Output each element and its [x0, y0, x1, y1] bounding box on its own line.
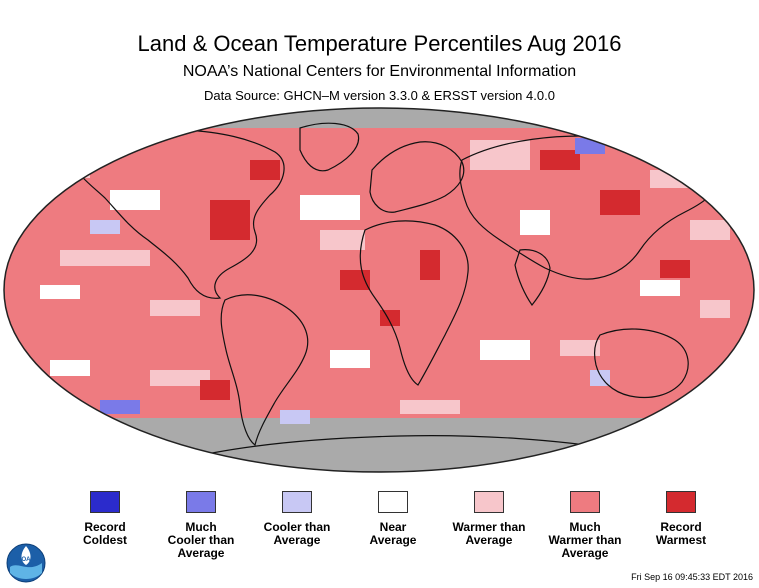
world-map-svg: [3, 107, 755, 473]
percentile-cell: [480, 340, 530, 360]
legend-item-much-cooler: Much Cooler than Average: [156, 488, 246, 560]
australia-outline: [594, 328, 689, 399]
legend-swatch: [90, 491, 120, 513]
percentile-cell: [280, 410, 310, 424]
percentile-cell: [150, 370, 210, 386]
percentile-cell: [50, 360, 90, 376]
legend-label: Record Warmest: [655, 520, 707, 547]
legend-swatch: [378, 491, 408, 513]
legend-label: Warmer than Average: [452, 520, 526, 547]
percentile-cell: [90, 220, 120, 234]
percentile-cell: [700, 300, 730, 318]
percentile-cell: [330, 350, 370, 368]
legend-item-record-coldest: Record Coldest: [60, 488, 150, 547]
percentile-cell: [300, 195, 360, 220]
legend-swatch: [474, 491, 504, 513]
india-outline: [514, 249, 551, 307]
legend-swatch: [570, 491, 600, 513]
noaa-logo-svg: NOAA: [6, 543, 46, 583]
percentile-cell: [660, 260, 690, 278]
percentile-cell: [690, 220, 730, 240]
data-source-line: Data Source: GHCN–M version 3.3.0 & ERSS…: [204, 88, 555, 103]
percentile-cell: [575, 138, 605, 154]
legend-item-cooler: Cooler than Average: [252, 488, 342, 547]
percentile-cell: [30, 160, 90, 178]
legend-item-much-warmer: Much Warmer than Average: [540, 488, 630, 560]
legend-swatch: [186, 491, 216, 513]
legend-label: Much Cooler than Average: [167, 520, 235, 560]
percentile-cell: [560, 340, 600, 356]
percentile-cell: [640, 280, 680, 296]
legend-label: Much Warmer than Average: [548, 520, 622, 560]
percentile-cell: [320, 230, 365, 250]
percentile-cell: [60, 250, 150, 266]
globe-border: [3, 107, 755, 473]
percentile-cell: [400, 400, 460, 414]
percentile-cell: [150, 300, 200, 316]
africa-outline: [359, 220, 469, 386]
percentile-cell: [650, 170, 690, 188]
legend-label: Cooler than Average: [263, 520, 331, 547]
legend-label: Near Average: [369, 520, 417, 547]
legend-label: Record Coldest: [82, 520, 127, 547]
page-title: Land & Ocean Temperature Percentiles Aug…: [137, 31, 622, 56]
percentile-cell: [4, 418, 754, 472]
percentile-cell: [340, 270, 370, 290]
timestamp: Fri Sep 16 09:45:33 EDT 2016: [631, 572, 753, 582]
percentile-cell: [540, 150, 580, 170]
percentile-cell: [4, 108, 754, 128]
percentile-cell: [40, 285, 80, 299]
legend-item-record-warmest: Record Warmest: [636, 488, 726, 547]
percentile-cell: [470, 140, 530, 170]
percentile-cell: [210, 200, 250, 240]
percentile-cell: [380, 310, 400, 326]
legend: Record Coldest Much Cooler than Average …: [40, 488, 740, 568]
percentile-cell: [420, 250, 440, 280]
percentile-cell: [100, 400, 140, 414]
world-map: [0, 100, 759, 480]
percentile-cell: [520, 210, 550, 235]
legend-swatch: [666, 491, 696, 513]
north-america-outline: [69, 129, 285, 299]
legend-item-near-average: Near Average: [348, 488, 438, 547]
noaa-logo-icon: NOAA: [6, 543, 46, 583]
south-america-outline: [220, 294, 309, 447]
percentile-cell: [110, 190, 160, 210]
greenland-outline: [299, 122, 360, 172]
percentile-cell: [250, 160, 280, 180]
percentile-cell: [200, 380, 230, 400]
page-subtitle: NOAA’s National Centers for Environmenta…: [182, 63, 577, 80]
percentile-cell: [600, 190, 640, 215]
europe-outline: [369, 141, 465, 213]
logo-text: NOAA: [17, 557, 35, 563]
legend-item-warmer: Warmer than Average: [444, 488, 534, 547]
legend-swatch: [282, 491, 312, 513]
